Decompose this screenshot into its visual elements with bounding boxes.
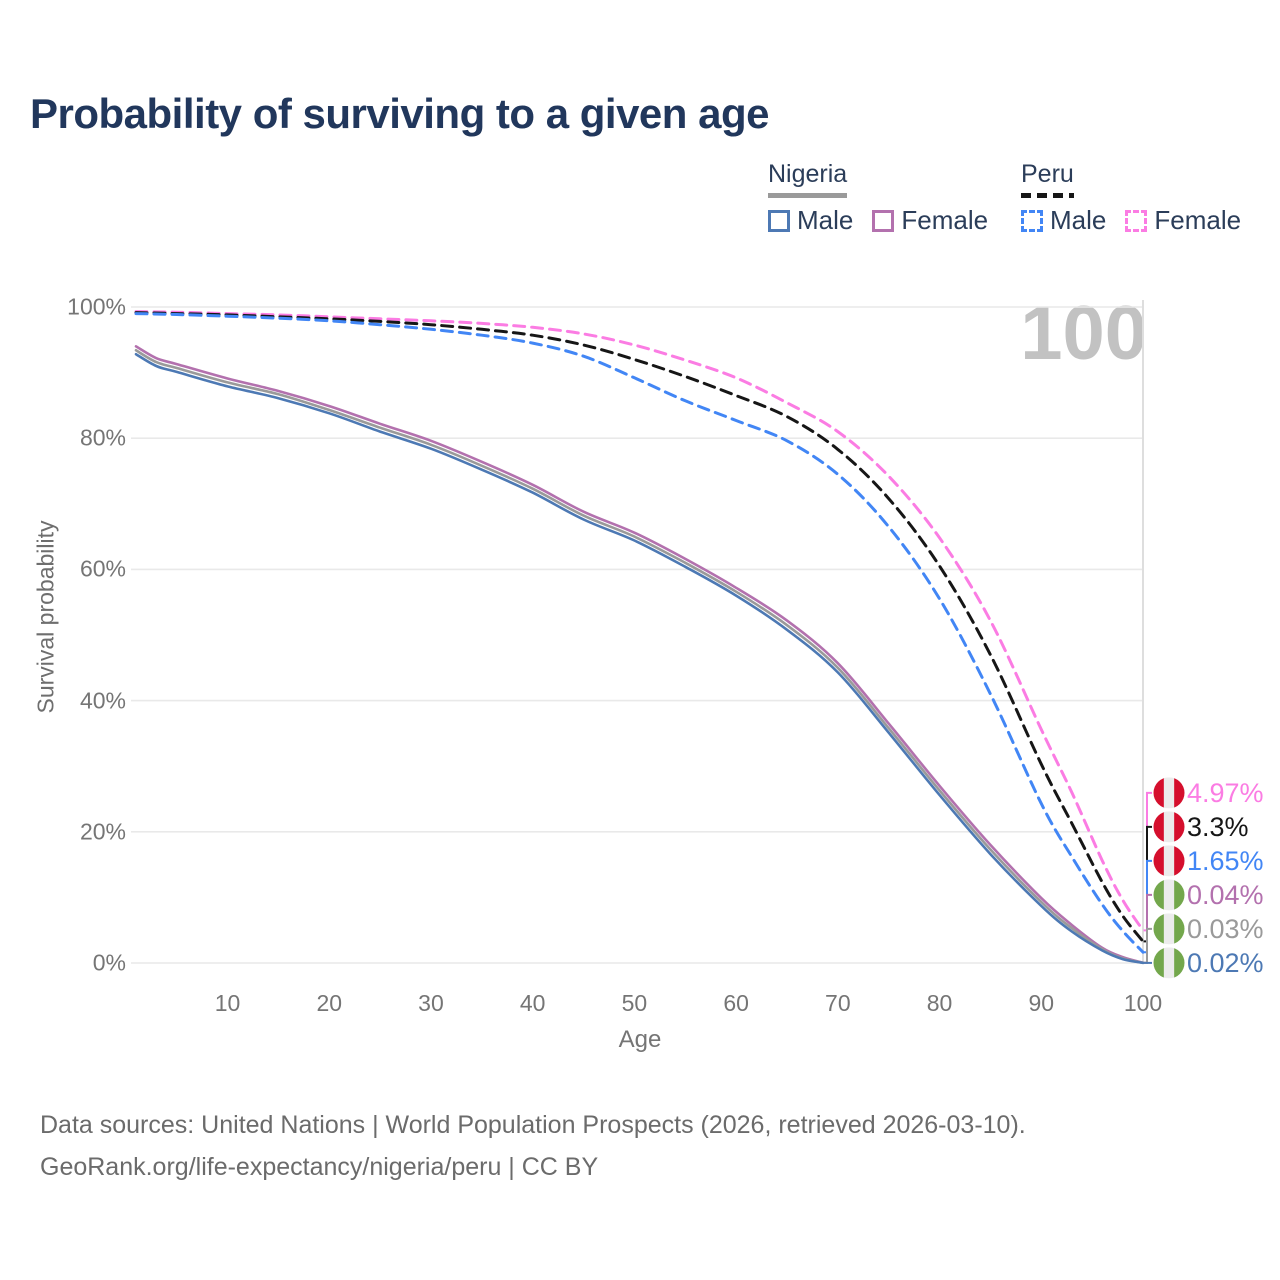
y-tick-60: 60%: [79, 555, 126, 582]
end-label-peru-female: 4.97%: [1187, 778, 1264, 808]
legend-group-peru: Peru Male Female: [1021, 160, 1241, 236]
flag-icon-peru: [1153, 845, 1185, 877]
legend-items: Male Female: [1021, 205, 1241, 236]
y-tick-100: 100%: [67, 293, 126, 320]
legend-country-peru[interactable]: Peru: [1021, 160, 1074, 198]
legend-swatch-nigeria-male: [768, 209, 790, 232]
y-tick-80: 80%: [79, 424, 126, 451]
y-tick-20: 20%: [79, 818, 126, 845]
end-label-nigeria-both: 0.03%: [1187, 914, 1264, 944]
legend-item-peru-male[interactable]: Male: [1021, 205, 1106, 236]
x-tick-40: 40: [519, 990, 546, 1016]
legend-item-label: Male: [1050, 205, 1107, 235]
footer-data-sources: Data sources: United Nations | World Pop…: [40, 1111, 1026, 1139]
x-tick-10: 10: [214, 990, 241, 1016]
curve-nigeria-both[interactable]: [134, 349, 1145, 965]
flag-icon-nigeria: [1153, 947, 1185, 979]
legend-item-label: Male: [797, 205, 854, 235]
flag-icon-peru: [1153, 811, 1185, 843]
flag-icon-peru: [1153, 777, 1185, 809]
legend-country-label: Peru: [1021, 160, 1074, 188]
footer-attribution: GeoRank.org/life-expectancy/nigeria/peru…: [40, 1153, 599, 1181]
x-tick-60: 60: [723, 990, 749, 1016]
x-axis-title: Age: [618, 1026, 662, 1053]
legend-item-nigeria-male[interactable]: Male: [768, 205, 853, 236]
legend-country-nigeria[interactable]: Nigeria: [768, 160, 848, 198]
curve-nigeria-female[interactable]: [134, 345, 1145, 964]
legend: Nigeria Male Female Peru Male Female: [0, 160, 1280, 250]
footer: Data sources: United Nations | World Pop…: [40, 1104, 1026, 1188]
legend-country-label: Nigeria: [768, 160, 848, 188]
curve-peru-male[interactable]: [134, 312, 1145, 954]
end-label-nigeria-male: 0.02%: [1187, 948, 1264, 978]
y-tick-0: 0%: [92, 949, 126, 976]
legend-items: Male Female: [768, 205, 988, 236]
end-label-peru-male: 1.65%: [1187, 846, 1264, 876]
page-title: Probability of surviving to a given age: [30, 90, 769, 137]
curve-nigeria-male[interactable]: [134, 352, 1145, 965]
end-label-leader-nigeria-both: [1143, 927, 1152, 964]
x-tick-30: 30: [418, 990, 444, 1016]
end-label-nigeria-female: 0.04%: [1187, 880, 1264, 910]
age-watermark: 100: [1020, 291, 1147, 376]
legend-item-nigeria-female[interactable]: Female: [872, 205, 988, 236]
solid-line-swatch: [768, 193, 848, 198]
legend-item-label: Female: [1154, 205, 1242, 235]
legend-swatch-nigeria-female: [872, 209, 895, 232]
x-tick-70: 70: [825, 990, 851, 1016]
x-tick-90: 90: [1028, 990, 1055, 1016]
x-tick-20: 20: [316, 990, 343, 1016]
curve-peru-both[interactable]: [134, 311, 1145, 943]
legend-group-nigeria: Nigeria Male Female: [768, 160, 988, 236]
flag-icon-nigeria: [1153, 879, 1185, 911]
x-tick-100: 100: [1123, 990, 1163, 1016]
legend-swatch-peru-male: [1021, 209, 1043, 232]
flag-icon-nigeria: [1153, 913, 1185, 945]
curve-peru-female[interactable]: [134, 310, 1145, 932]
dashed-line-swatch: [1021, 193, 1074, 198]
legend-swatch-peru-female: [1125, 209, 1148, 232]
x-tick-80: 80: [926, 990, 953, 1016]
end-label-peru-both: 3.3%: [1187, 812, 1249, 842]
x-tick-50: 50: [621, 990, 648, 1016]
y-tick-40: 40%: [79, 687, 126, 714]
legend-item-peru-female[interactable]: Female: [1125, 205, 1241, 236]
legend-item-label: Female: [901, 205, 989, 235]
